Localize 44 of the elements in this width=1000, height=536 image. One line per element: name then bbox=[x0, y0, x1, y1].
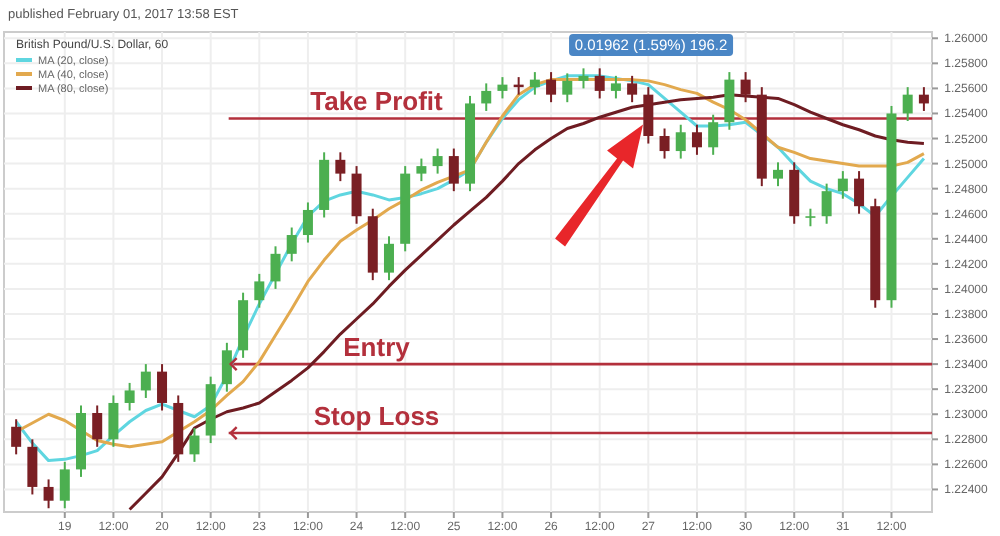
candlestick bbox=[254, 272, 265, 309]
candlestick bbox=[578, 67, 589, 90]
candlestick bbox=[27, 438, 38, 496]
candlestick bbox=[59, 460, 70, 510]
candlestick bbox=[610, 74, 621, 100]
candlestick bbox=[918, 86, 929, 112]
candlestick bbox=[351, 165, 362, 225]
candlestick bbox=[108, 394, 119, 448]
candlestick bbox=[659, 127, 670, 160]
candlestick bbox=[902, 86, 913, 122]
candlestick bbox=[11, 418, 22, 456]
candlestick bbox=[481, 82, 492, 112]
candlestick bbox=[546, 71, 557, 104]
ref-line-label: Stop Loss bbox=[313, 401, 440, 432]
candlestick bbox=[286, 226, 297, 263]
candlestick bbox=[140, 363, 151, 399]
candlestick bbox=[691, 123, 702, 156]
candlestick bbox=[92, 404, 103, 448]
candlestick bbox=[529, 71, 540, 96]
candlestick bbox=[562, 72, 573, 104]
candlestick bbox=[627, 74, 638, 104]
candlestick bbox=[157, 363, 168, 412]
candlestick bbox=[335, 151, 346, 183]
candlestick bbox=[270, 245, 281, 290]
ref-line-label: Entry bbox=[343, 332, 412, 363]
candlestick bbox=[854, 170, 865, 215]
candlestick bbox=[189, 427, 200, 463]
candlestick bbox=[497, 76, 508, 100]
candlestick bbox=[124, 381, 135, 412]
candlestick bbox=[773, 161, 784, 188]
candlestick bbox=[383, 235, 394, 282]
candlestick bbox=[708, 113, 719, 156]
candlestick bbox=[416, 157, 427, 183]
candlestick bbox=[43, 478, 54, 510]
candlestick bbox=[594, 67, 605, 100]
candlestick bbox=[432, 147, 443, 175]
ref-line-label: Take Profit bbox=[310, 86, 445, 117]
candlestick bbox=[789, 161, 800, 225]
candlestick bbox=[724, 71, 735, 131]
candlestick bbox=[675, 123, 686, 160]
candlestick bbox=[837, 170, 848, 200]
candlestick bbox=[821, 182, 832, 225]
candlestick bbox=[448, 147, 459, 193]
candlestick bbox=[302, 201, 313, 244]
